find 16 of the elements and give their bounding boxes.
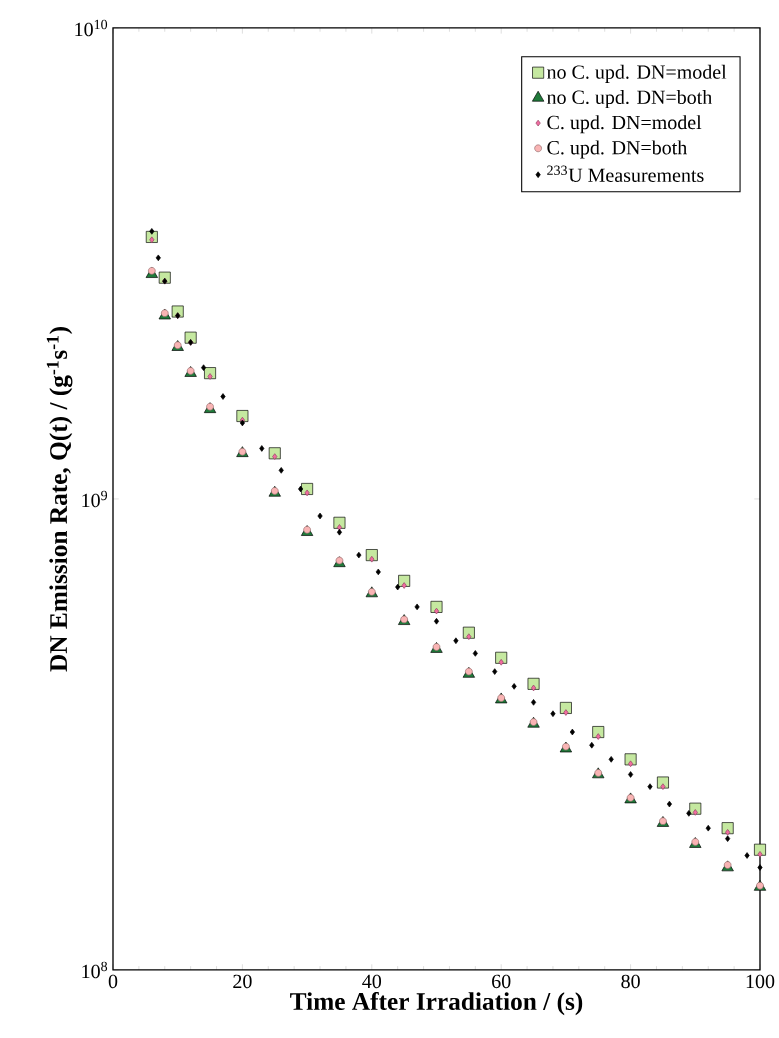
x-tick-label: 0 [108, 974, 118, 989]
x-axis-title: Time After Irradiation / (s) [289, 991, 582, 1016]
legend-label: no C. upd. DN=model [546, 64, 727, 83]
x-tick-label: 20 [233, 974, 252, 989]
y-tick-label: 10$^{10}$ [75, 19, 107, 37]
y-tick-label: 10$^{8}$ [82, 961, 107, 979]
y-tick-label: 10$^{9}$ [82, 490, 107, 508]
x-tick-label: 60 [491, 974, 511, 989]
x-tick-label: 40 [361, 974, 381, 989]
legend-label: no C. upd. DN=both [546, 89, 712, 109]
x-tick-label: 80 [621, 974, 640, 989]
x-tick-label: 100 [746, 974, 775, 989]
legend-label: C. upd. DN=both [547, 140, 687, 159]
y-axis-title: DN Emission Rate, Q(t) / (g$^{-1}$s$^{-1}$) [46, 327, 73, 672]
legend-label: $^{233}$U Measurements [546, 165, 704, 182]
legend-label: C. upd. DN=model [547, 115, 702, 134]
